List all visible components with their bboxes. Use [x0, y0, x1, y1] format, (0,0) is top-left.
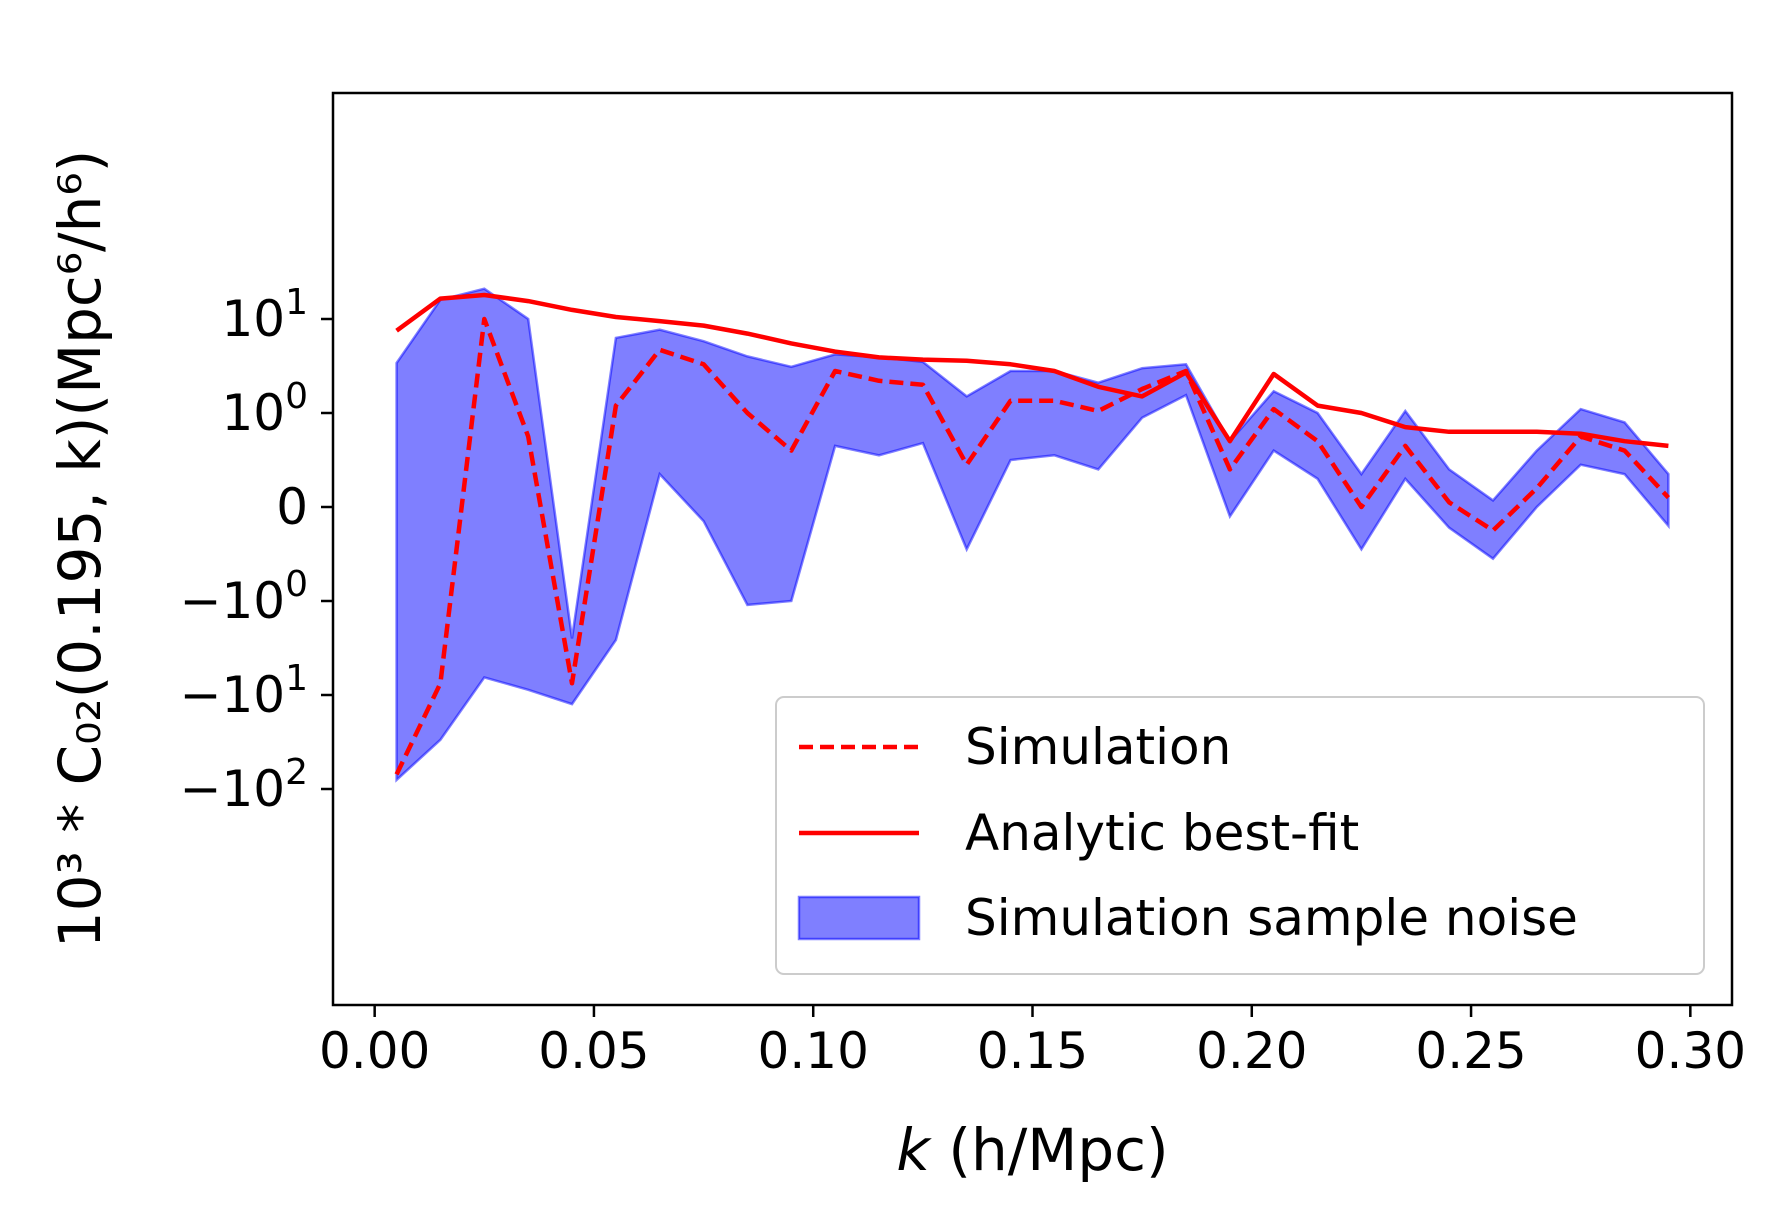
y-tick-label: −101	[180, 658, 308, 724]
y-tick-label: 101	[221, 282, 308, 348]
x-tick-label: 0.10	[758, 1022, 869, 1080]
y-tick-exponent: 1	[285, 282, 308, 323]
x-axis-unit: (h/Mpc)	[930, 1116, 1169, 1184]
y-tick-exponent: 1	[285, 658, 308, 699]
noise-band-layer	[395, 287, 1670, 783]
legend: Simulation Analytic best-fit Simulation …	[775, 696, 1705, 975]
x-tick-label: 0.20	[1196, 1022, 1307, 1080]
y-tick-exponent: 0	[285, 564, 308, 605]
series-line-analytic-best-fit	[395, 292, 1669, 449]
legend-label-sample-noise: Simulation sample noise	[965, 889, 1578, 947]
y-tick-base: −10	[180, 760, 286, 818]
y-tick-label: −102	[180, 752, 308, 818]
y-tick-label: 0	[276, 478, 308, 536]
y-axis-title: 10³ * C₀₂(0.195, k)(Mpc⁶/h⁶)	[46, 150, 114, 949]
x-axis-variable: k	[896, 1116, 932, 1184]
y-tick-base: −10	[180, 572, 286, 630]
legend-swatch-sample-noise	[797, 895, 921, 941]
y-tick-label: −100	[180, 564, 308, 630]
y-tick-exponent: 2	[285, 752, 308, 793]
x-tick-label: 0.00	[319, 1022, 430, 1080]
series-layer	[394, 292, 1671, 776]
noise-band	[395, 287, 1670, 783]
x-tick-label: 0.25	[1415, 1022, 1526, 1080]
x-tick-label: 0.30	[1635, 1022, 1746, 1080]
x-axis-title: k (h/Mpc)	[896, 1116, 1168, 1184]
y-tick-label: 100	[221, 376, 308, 442]
y-tick-base: 0	[276, 478, 308, 536]
y-tick-base: 10	[221, 384, 285, 442]
x-tick-label: 0.05	[538, 1022, 649, 1080]
series-line-simulation	[394, 316, 1671, 776]
legend-label-simulation: Simulation	[965, 718, 1231, 776]
legend-box	[775, 696, 1705, 975]
legend-label-analytic-best-fit: Analytic best-fit	[965, 804, 1359, 862]
y-tick-exponent: 0	[285, 376, 308, 417]
y-tick-base: −10	[180, 666, 286, 724]
y-tick-base: 10	[221, 290, 285, 348]
x-axis: 0.00 0.05 0.10 0.15 0.20 0.25 0.30	[319, 1005, 1746, 1080]
x-tick-label: 0.15	[977, 1022, 1088, 1080]
